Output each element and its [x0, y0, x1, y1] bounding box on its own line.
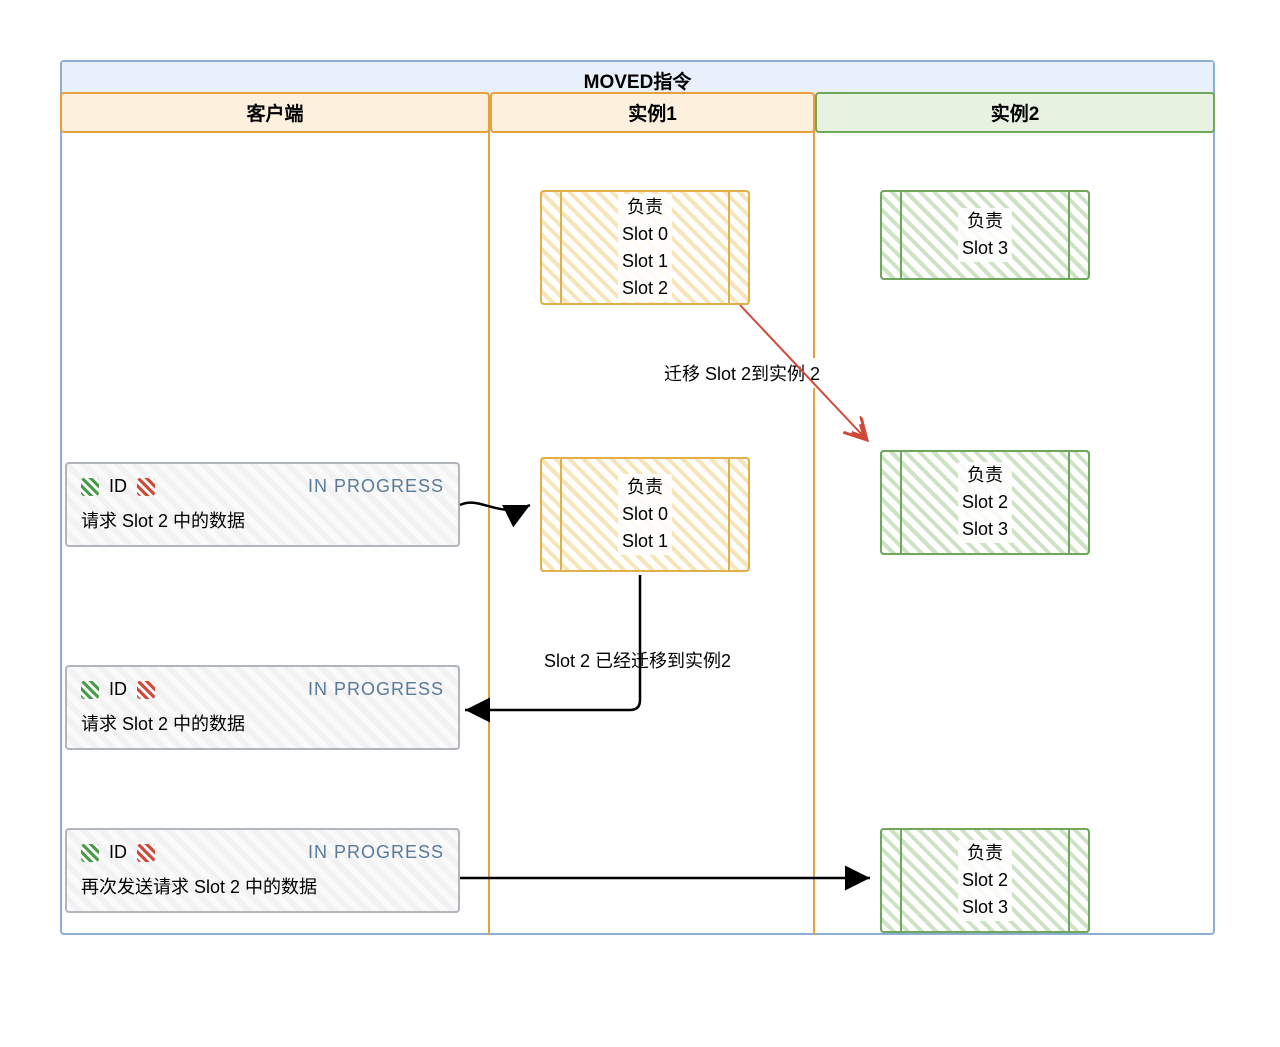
- tag-icon-green: [81, 844, 99, 862]
- label-migrate: 迁移 Slot 2到实例 2: [660, 358, 824, 388]
- request-card-3: ID IN PROGRESS 再次发送请求 Slot 2 中的数据: [65, 828, 460, 913]
- inst2-box-mid-title: 负责: [962, 462, 1008, 489]
- tag-icon-red: [137, 844, 155, 862]
- inst1-box-top-l2: Slot 2: [622, 275, 668, 302]
- inst1-box-mid-title: 负责: [622, 474, 668, 501]
- inst2-box-top-title: 负责: [962, 208, 1008, 235]
- inst2-box-bot: 负责 Slot 2 Slot 3: [880, 828, 1090, 933]
- title-text: MOVED指令: [584, 72, 692, 93]
- col-border-2: [813, 128, 815, 935]
- col-border-1: [488, 128, 490, 935]
- tag-icon-red: [137, 478, 155, 496]
- card3-id: ID: [109, 842, 127, 863]
- col-header-inst2: 实例2: [815, 92, 1215, 133]
- inst1-box-top: 负责 Slot 0 Slot 1 Slot 2: [540, 190, 750, 305]
- label-moved: Slot 2 已经迁移到实例2: [540, 645, 735, 675]
- col-header-client: 客户端: [60, 92, 490, 133]
- request-card-1: ID IN PROGRESS 请求 Slot 2 中的数据: [65, 462, 460, 547]
- inst1-box-top-l1: Slot 1: [622, 248, 668, 275]
- inst2-box-bot-l1: Slot 3: [962, 894, 1008, 921]
- inst2-box-mid-l1: Slot 3: [962, 516, 1008, 543]
- card1-status: IN PROGRESS: [308, 476, 444, 497]
- inst1-box-top-title: 负责: [622, 194, 668, 221]
- inst2-box-bot-title: 负责: [962, 840, 1008, 867]
- inst2-box-mid: 负责 Slot 2 Slot 3: [880, 450, 1090, 555]
- inst1-box-mid: 负责 Slot 0 Slot 1: [540, 457, 750, 572]
- card2-desc: 请求 Slot 2 中的数据: [81, 710, 444, 736]
- inst2-box-bot-l0: Slot 2: [962, 867, 1008, 894]
- col-header-inst2-label: 实例2: [991, 104, 1040, 125]
- tag-icon-red: [137, 681, 155, 699]
- col-header-client-label: 客户端: [246, 104, 303, 125]
- card3-status: IN PROGRESS: [308, 842, 444, 863]
- card2-id: ID: [109, 679, 127, 700]
- card3-desc: 再次发送请求 Slot 2 中的数据: [81, 873, 444, 899]
- inst2-box-mid-l0: Slot 2: [962, 489, 1008, 516]
- tag-icon-green: [81, 681, 99, 699]
- col-header-inst1-label: 实例1: [628, 104, 677, 125]
- inst2-box-top: 负责 Slot 3: [880, 190, 1090, 280]
- inst1-box-mid-l1: Slot 1: [622, 528, 668, 555]
- inst1-box-mid-l0: Slot 0: [622, 501, 668, 528]
- inst1-box-top-l0: Slot 0: [622, 221, 668, 248]
- diagram-canvas: MOVED指令 客户端 实例1 实例2 负责 Slot 0 Slot 1 Slo…: [0, 0, 1280, 1047]
- card2-status: IN PROGRESS: [308, 679, 444, 700]
- card1-desc: 请求 Slot 2 中的数据: [81, 507, 444, 533]
- col-header-inst1: 实例1: [490, 92, 815, 133]
- inst2-box-top-l0: Slot 3: [962, 235, 1008, 262]
- card1-id: ID: [109, 476, 127, 497]
- request-card-2: ID IN PROGRESS 请求 Slot 2 中的数据: [65, 665, 460, 750]
- tag-icon-green: [81, 478, 99, 496]
